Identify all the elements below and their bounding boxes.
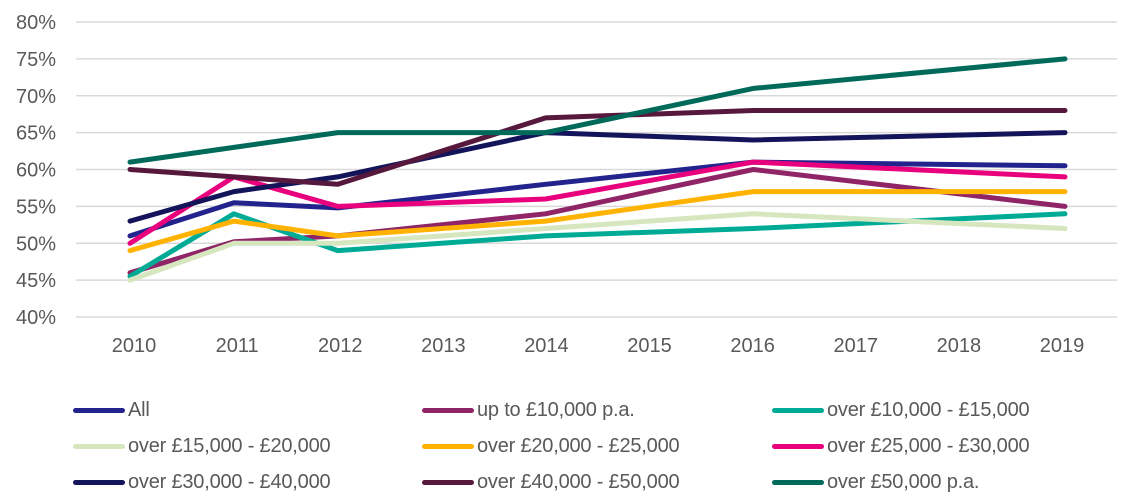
x-tick-label: 2018 xyxy=(937,335,982,357)
series-line-8 xyxy=(127,56,1068,165)
series-line-4 xyxy=(127,189,1068,254)
series-lines xyxy=(127,56,1068,283)
x-tick-label: 2019 xyxy=(1040,335,1085,357)
legend-swatch xyxy=(73,443,125,449)
x-tick-label: 2015 xyxy=(627,335,672,357)
legend-label: over £50,000 p.a. xyxy=(827,470,980,493)
legend-label: over £30,000 - £40,000 xyxy=(128,470,331,493)
legend-label: over £10,000 - £15,000 xyxy=(827,398,1030,421)
series-line-5 xyxy=(127,159,1068,246)
y-tick-label: 70% xyxy=(16,86,56,108)
legend-label: over £20,000 - £25,000 xyxy=(477,434,680,457)
legend-swatch xyxy=(73,407,125,413)
x-tick-label: 2014 xyxy=(524,335,569,357)
legend-swatch xyxy=(772,443,824,449)
x-tick-label: 2012 xyxy=(318,335,363,357)
y-tick-label: 75% xyxy=(16,49,56,71)
legend-item: over £30,000 - £40,000 xyxy=(73,464,331,500)
legend-label: up to £10,000 p.a. xyxy=(477,398,635,421)
legend-item: over £50,000 p.a. xyxy=(772,464,979,500)
y-tick-label: 45% xyxy=(16,270,56,292)
legend-swatch xyxy=(422,443,474,449)
x-axis: 2010 2011 2012 2013 2014 2015 2016 2017 2018 2019 xyxy=(112,335,1085,357)
x-tick-label: 2016 xyxy=(730,335,775,357)
y-axis: 80% 75% 70% 65% 60% 55% 50% 45% 40% xyxy=(16,12,56,329)
series-line-6 xyxy=(127,130,1068,224)
x-tick-label: 2013 xyxy=(421,335,466,357)
legend-item: up to £10,000 p.a. xyxy=(422,392,635,428)
legend-item: over £40,000 - £50,000 xyxy=(422,464,680,500)
legend-swatch xyxy=(772,479,824,485)
y-tick-label: 40% xyxy=(16,307,56,329)
legend-label: over £25,000 - £30,000 xyxy=(827,434,1030,457)
line-chart: 80% 75% 70% 65% 60% 55% 50% 45% 40% 2010 2011 2012… xyxy=(16,12,1117,357)
series-line-7 xyxy=(127,108,1068,187)
legend-swatch xyxy=(73,479,125,485)
y-tick-label: 60% xyxy=(16,160,56,182)
legend-item: over £15,000 - £20,000 xyxy=(73,428,331,464)
legend-label: over £40,000 - £50,000 xyxy=(477,470,680,493)
legend-label: All xyxy=(128,398,150,421)
x-tick-label: 2017 xyxy=(834,335,879,357)
legend-swatch xyxy=(422,407,474,413)
legend-swatch xyxy=(772,407,824,413)
y-tick-label: 80% xyxy=(16,12,56,34)
series-line-3 xyxy=(127,211,1068,283)
y-tick-label: 55% xyxy=(16,196,56,218)
legend-item: over £10,000 - £15,000 xyxy=(772,392,1030,428)
legend-item: over £25,000 - £30,000 xyxy=(772,428,1030,464)
legend-item: All xyxy=(73,392,150,428)
x-tick-label: 2010 xyxy=(112,335,157,357)
legend-item: over £20,000 - £25,000 xyxy=(422,428,680,464)
legend-label: over £15,000 - £20,000 xyxy=(128,434,331,457)
y-tick-label: 65% xyxy=(16,123,56,145)
legend: All up to £10,000 p.a. over £10,000 - £15,… xyxy=(0,392,1133,502)
y-tick-label: 50% xyxy=(16,233,56,255)
x-tick-label: 2011 xyxy=(216,335,259,357)
legend-swatch xyxy=(422,479,474,485)
